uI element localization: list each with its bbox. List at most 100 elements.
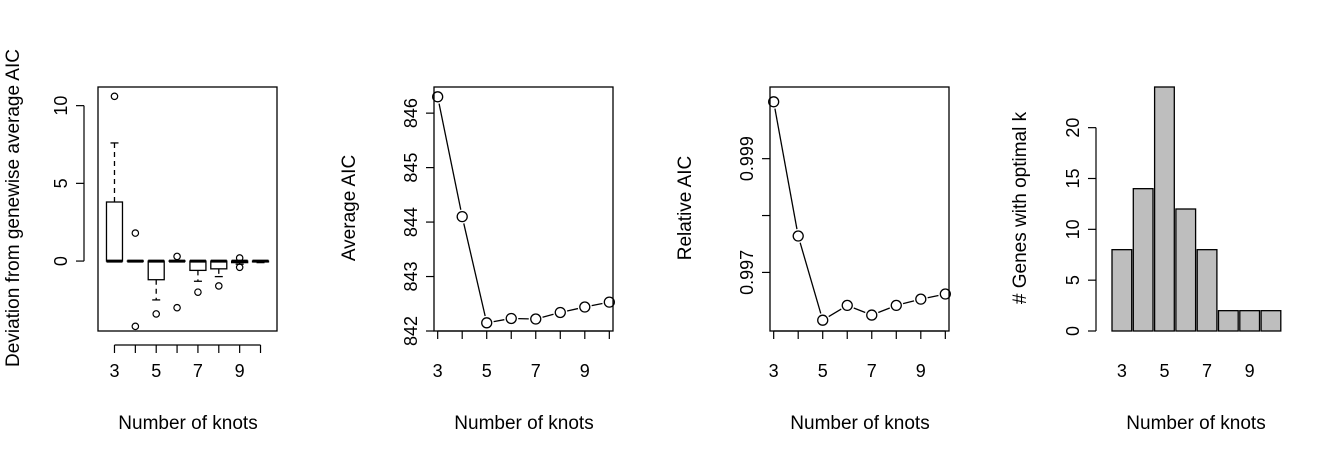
outlier-point [131,229,140,237]
data-point [432,91,444,103]
data-point [841,299,853,312]
y-tick-label: 842 [401,316,421,346]
y-axis: 0.997 0.999 [737,136,770,295]
line-segment [799,242,822,314]
x-tick-label: 3 [109,361,119,381]
line-segment [438,103,462,210]
y-tick-label: 0.999 [737,136,757,181]
x-tick-label: 3 [1117,361,1127,381]
y-tick-label: 5 [51,178,71,188]
x-tick-label: 9 [916,361,926,381]
x-axis: 3 5 7 9 [769,330,946,381]
box-9 [231,254,249,272]
outlier-point [235,254,244,262]
bar-7 [1196,249,1218,332]
x-tick-label: 5 [482,361,492,381]
x-tick-label: 7 [1202,361,1212,381]
y-tick-label: 15 [1063,168,1083,188]
line-segment [878,307,891,314]
bar-10 [1260,310,1282,332]
outlier-point [110,92,119,101]
box-10 [251,259,270,264]
x-tick-label: 3 [769,361,779,381]
bar-8 [1217,310,1239,332]
x-axis: 3 5 7 9 [109,344,262,381]
y-tick-label: 20 [1063,118,1083,138]
y-tick-label: 844 [401,207,421,237]
y-tick-label: 0 [1063,326,1083,336]
x-tick-label: 5 [818,361,828,381]
line-layer [768,96,951,326]
data-point [890,299,902,312]
x-tick-label: 7 [867,361,877,381]
bar-6 [1175,208,1197,332]
x-axis: 3 5 7 9 [433,330,610,381]
y-axis-label: Average AIC [339,155,360,261]
data-point [579,301,591,313]
line-segment [463,223,486,317]
data-point [939,288,951,300]
y-axis-label: # Genes with optimal k [1010,111,1031,304]
outlier-point [235,263,244,272]
data-point [817,314,829,326]
y-tick-label: 0.997 [737,250,757,295]
data-point [866,309,878,321]
bar-5 [1153,86,1175,332]
boxes-layer [105,92,270,331]
y-axis: 842 843 844 845 846 [401,98,434,346]
x-tick-label: 9 [580,361,590,381]
y-tick-label: 0 [51,256,71,266]
data-point [456,210,468,223]
line-segment [853,307,866,314]
x-tick-label: 5 [1159,361,1169,381]
panel-average-aic: 3 5 7 9 842 843 844 845 846 Number of knots Ave… [339,86,615,434]
line-segment [774,108,798,230]
x-axis: 3 5 7 9 [1117,361,1255,381]
y-tick-label: 5 [1063,275,1083,285]
data-point [481,317,493,329]
outlier-point [152,310,161,318]
box-8 [210,259,228,290]
panel-relative-aic: 3 5 7 9 0.997 0.999 Number of knots Relative… [675,86,951,434]
bars-layer [1111,86,1282,332]
data-point [603,296,615,308]
x-tick-label: 7 [193,361,203,381]
outlier-point [214,282,223,290]
outlier-point [173,252,181,261]
data-point [792,230,804,242]
data-point [915,293,927,305]
box-5 [147,259,165,318]
x-axis-label: Number of knots [790,413,929,434]
box-7 [189,259,207,296]
box-body [105,201,124,262]
x-axis-label: Number of knots [1126,413,1265,434]
outlier-point [173,303,181,312]
data-point [530,313,542,325]
plot-frame [97,86,278,332]
box-3 [105,92,124,263]
y-tick-label: 843 [401,262,421,292]
y-tick-label: 845 [401,153,421,183]
y-axis: 0 5 10 15 20 [1063,118,1097,336]
bar-9 [1239,310,1261,332]
x-axis-label: Number of knots [118,413,257,434]
line-segment [591,302,603,307]
data-point [554,306,566,319]
box-6 [168,252,186,312]
data-point [768,96,780,108]
panel-optimal-k-bars: 3 5 7 9 0 5 10 15 20 Number of knots # Genes wi… [1010,86,1282,434]
x-tick-label: 7 [531,361,541,381]
outlier-point [131,322,140,331]
line-segment [566,307,579,312]
y-axis-label: Relative AIC [675,156,696,261]
data-point [505,312,517,325]
y-tick-label: 10 [51,96,71,116]
y-tick-label: 846 [401,98,421,128]
y-axis: 0 5 10 [51,96,85,266]
y-tick-label: 10 [1063,219,1083,239]
x-axis-label: Number of knots [454,413,593,434]
box-body [147,260,165,281]
outlier-point [194,288,202,296]
y-axis-label: Deviation from genewise average AIC [3,49,24,367]
line-segment [493,319,505,323]
